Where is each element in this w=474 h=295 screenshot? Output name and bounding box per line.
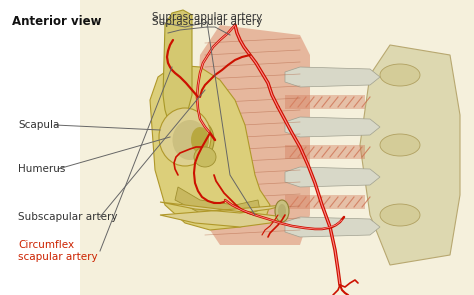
Ellipse shape [159, 108, 211, 166]
Polygon shape [285, 145, 365, 159]
Text: Suprascapular artery: Suprascapular artery [152, 12, 262, 22]
Text: Humerus: Humerus [18, 164, 65, 174]
Text: Subscapular artery: Subscapular artery [18, 212, 118, 222]
Polygon shape [285, 67, 380, 87]
Polygon shape [160, 202, 285, 227]
Ellipse shape [186, 121, 214, 159]
Text: Scapula: Scapula [18, 120, 59, 130]
Polygon shape [163, 10, 192, 120]
Ellipse shape [275, 200, 289, 222]
Ellipse shape [278, 204, 286, 218]
Polygon shape [360, 45, 460, 265]
Polygon shape [195, 25, 310, 245]
Text: Circumflex
scapular artery: Circumflex scapular artery [18, 240, 98, 262]
FancyBboxPatch shape [80, 0, 474, 295]
Text: Suprascapular artery: Suprascapular artery [152, 17, 262, 27]
Polygon shape [285, 195, 365, 209]
Polygon shape [285, 167, 380, 187]
Polygon shape [175, 187, 260, 217]
Ellipse shape [380, 134, 420, 156]
Polygon shape [285, 95, 365, 109]
Polygon shape [285, 117, 380, 137]
Polygon shape [150, 65, 270, 230]
Ellipse shape [191, 127, 209, 153]
Ellipse shape [380, 64, 420, 86]
Text: Anterior view: Anterior view [12, 15, 101, 28]
Polygon shape [285, 217, 380, 237]
Ellipse shape [380, 204, 420, 226]
Ellipse shape [173, 120, 208, 160]
Ellipse shape [194, 147, 216, 167]
